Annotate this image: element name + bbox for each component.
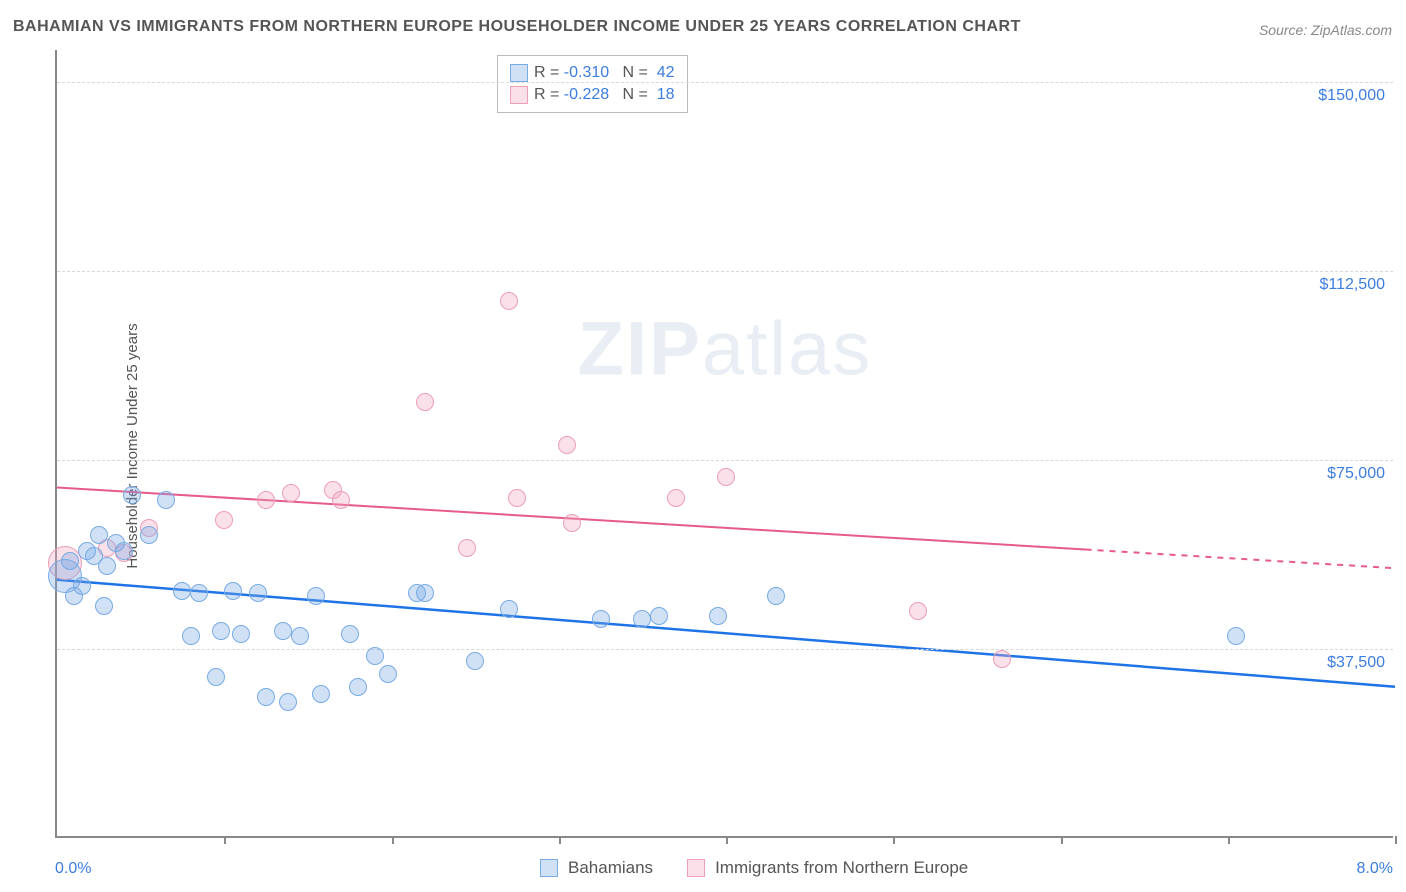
data-point-s2 [332, 491, 350, 509]
plot-area: ZIPatlas R = -0.310 N = 42 R = -0.228 N … [55, 50, 1393, 838]
data-point-s1 [767, 587, 785, 605]
legend-label-s1: Bahamians [568, 858, 653, 878]
data-point-s1 [249, 584, 267, 602]
data-point-s2 [667, 489, 685, 507]
data-point-s1 [366, 647, 384, 665]
data-point-s1 [341, 625, 359, 643]
data-point-s2 [257, 491, 275, 509]
data-point-s1 [379, 665, 397, 683]
legend-swatch-s2 [687, 859, 705, 877]
data-point-s1 [212, 622, 230, 640]
data-point-s1 [90, 526, 108, 544]
y-tick-label: $37,500 [1327, 654, 1385, 672]
data-point-s1 [257, 688, 275, 706]
gridline [57, 82, 1393, 83]
data-point-s1 [279, 693, 297, 711]
data-point-s2 [508, 489, 526, 507]
legend-label-s2: Immigrants from Northern Europe [715, 858, 968, 878]
x-tick [1061, 836, 1063, 844]
data-point-s2 [993, 650, 1011, 668]
data-point-s1 [232, 625, 250, 643]
x-tick [224, 836, 226, 844]
data-point-s1 [182, 627, 200, 645]
data-point-s1 [349, 678, 367, 696]
data-point-s1 [633, 610, 651, 628]
legend-stats: R = -0.228 N = 18 [534, 84, 675, 106]
data-point-s1 [416, 584, 434, 602]
data-point-s2 [909, 602, 927, 620]
legend-row-s2: R = -0.228 N = 18 [510, 84, 675, 106]
data-point-s2 [558, 436, 576, 454]
data-point-s2 [458, 539, 476, 557]
data-point-s1 [224, 582, 242, 600]
y-tick-label: $75,000 [1327, 465, 1385, 483]
data-point-s1 [291, 627, 309, 645]
data-point-s1 [123, 486, 141, 504]
data-point-s1 [190, 584, 208, 602]
data-point-s2 [500, 292, 518, 310]
trend-line-dashed-s2 [1086, 550, 1395, 569]
data-point-s1 [500, 600, 518, 618]
data-point-s1 [307, 587, 325, 605]
x-tick [1228, 836, 1230, 844]
x-tick [1395, 836, 1397, 844]
data-point-s1 [115, 542, 133, 560]
data-point-s1 [709, 607, 727, 625]
x-tick [559, 836, 561, 844]
data-point-s1 [173, 582, 191, 600]
data-point-s1 [157, 491, 175, 509]
y-tick-label: $150,000 [1318, 87, 1385, 105]
legend-swatch-s1 [510, 64, 528, 82]
legend-swatch-s2 [510, 86, 528, 104]
data-point-s1 [312, 685, 330, 703]
legend-swatch-s1 [540, 859, 558, 877]
trend-lines [57, 50, 1395, 838]
x-tick-label: 0.0% [55, 860, 91, 878]
x-tick [893, 836, 895, 844]
data-point-s1 [1227, 627, 1245, 645]
source-label: Source: ZipAtlas.com [1259, 22, 1392, 38]
x-tick [726, 836, 728, 844]
gridline [57, 271, 1393, 272]
data-point-s1 [466, 652, 484, 670]
data-point-s2 [215, 511, 233, 529]
x-tick [392, 836, 394, 844]
gridline [57, 649, 1393, 650]
x-tick-label: 8.0% [1357, 860, 1393, 878]
data-point-s1 [95, 597, 113, 615]
chart-title: BAHAMIAN VS IMMIGRANTS FROM NORTHERN EUR… [13, 18, 1021, 36]
series-legend: Bahamians Immigrants from Northern Europe [540, 858, 992, 878]
data-point-s2 [563, 514, 581, 532]
data-point-s2 [416, 393, 434, 411]
data-point-s1 [650, 607, 668, 625]
data-point-s1 [274, 622, 292, 640]
data-point-s1 [61, 552, 79, 570]
data-point-s1 [73, 577, 91, 595]
data-point-s1 [98, 557, 116, 575]
data-point-s1 [207, 668, 225, 686]
data-point-s1 [140, 526, 158, 544]
gridline [57, 460, 1393, 461]
y-tick-label: $112,500 [1319, 276, 1385, 294]
data-point-s2 [282, 484, 300, 502]
data-point-s1 [592, 610, 610, 628]
correlation-legend: R = -0.310 N = 42 R = -0.228 N = 18 [497, 55, 688, 113]
data-point-s2 [717, 468, 735, 486]
